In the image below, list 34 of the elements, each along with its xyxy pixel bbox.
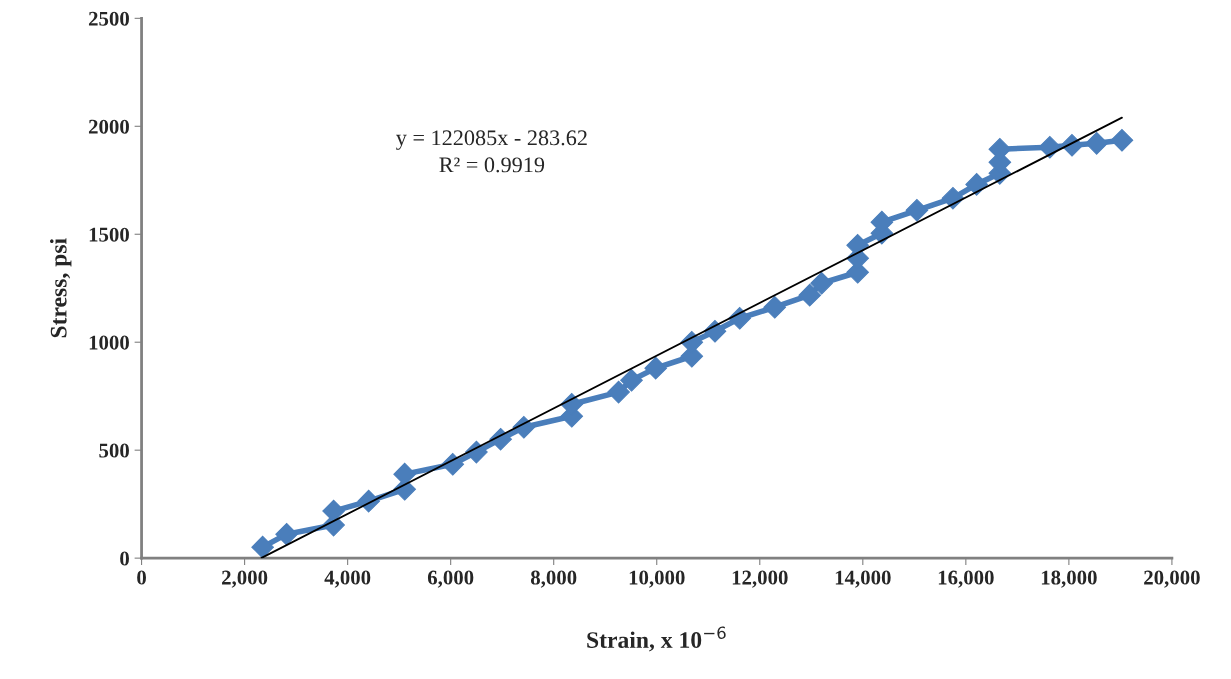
x-tick-label: 6,000	[427, 570, 474, 588]
y-axis-title: Stress, psi	[50, 238, 72, 338]
point	[644, 356, 668, 380]
x-tick-label: 20,000	[1144, 570, 1200, 588]
y-tick-label: 0	[120, 551, 129, 566]
point	[1085, 132, 1109, 155]
point	[798, 283, 822, 307]
y-tick-label: 2500	[88, 11, 129, 26]
point	[275, 522, 298, 546]
x-tick-label: 8,000	[530, 570, 577, 588]
y-tick-label: 1500	[89, 227, 129, 242]
y-tick-label: 500	[99, 443, 129, 458]
x-tick-label: 14,000	[835, 570, 891, 588]
point	[620, 368, 643, 392]
point	[1038, 135, 1062, 159]
point	[251, 535, 274, 559]
point	[905, 198, 929, 222]
x-tick-label: 2,000	[222, 570, 268, 588]
y-tick-label: 2000	[88, 119, 129, 134]
point	[810, 271, 833, 295]
x-tick-label: 16,000	[938, 570, 994, 588]
y-tick-label: 1000	[89, 335, 129, 350]
point	[1110, 129, 1134, 152]
x-tick-label: 0	[137, 570, 146, 585]
x-tick-label: 18,000	[1041, 570, 1097, 588]
annotation: R² = 0.9919	[439, 157, 545, 173]
annotation: y = 122085x - 283.62	[396, 130, 587, 150]
x-tick-label: 10,000	[629, 570, 685, 588]
x-axis-title: Strain, x 10$^{−6}$	[587, 626, 726, 652]
point	[763, 295, 787, 319]
x-tick-label: 12,000	[732, 570, 788, 588]
x-tick-label: 4,000	[324, 570, 371, 588]
point	[965, 173, 988, 196]
point	[607, 380, 630, 404]
